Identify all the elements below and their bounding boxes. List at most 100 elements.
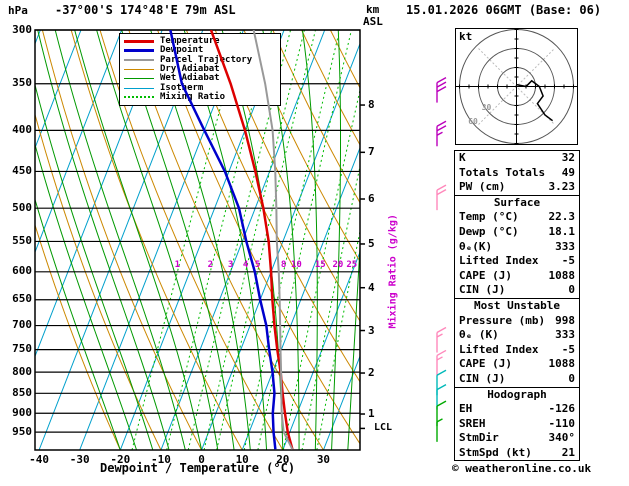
table-row: CIN (J) 0 bbox=[455, 372, 579, 387]
temp-tick-label: 30 bbox=[316, 453, 331, 466]
isotherm-line bbox=[35, 30, 82, 150]
table-row-value: 1088 bbox=[548, 357, 576, 371]
legend-line-sample bbox=[124, 40, 154, 44]
wind-barb-half-feather bbox=[436, 131, 443, 136]
x-axis-label: Dewpoint / Temperature (°C) bbox=[100, 461, 296, 475]
table-row-value: 333 bbox=[555, 328, 575, 342]
legend-line-sample bbox=[124, 78, 154, 80]
wind-barb bbox=[436, 184, 447, 211]
pressure-tick-label: 750 bbox=[12, 342, 32, 356]
mixing-ratio-value-label: 25 bbox=[346, 259, 358, 270]
isotherm-line bbox=[282, 250, 360, 450]
table-row: EH -126 bbox=[455, 402, 579, 417]
table-row-value: -5 bbox=[561, 254, 575, 268]
table-row: PW (cm) 3.23 bbox=[455, 180, 579, 195]
table-row: CIN (J) 0 bbox=[455, 283, 579, 298]
asl-axis-unit: ASL bbox=[363, 15, 383, 28]
km-tick-label: 6 bbox=[368, 192, 375, 205]
isotherm-line bbox=[160, 30, 326, 450]
table-row: Pressure (mb) 998 bbox=[455, 314, 579, 329]
table-section-header: Hodograph bbox=[487, 387, 547, 401]
pressure-tick-label: 400 bbox=[12, 122, 32, 136]
pressure-axis-unit: hPa bbox=[8, 4, 28, 17]
pressure-tick-label: 450 bbox=[12, 163, 32, 177]
pressure-tick-label: 650 bbox=[12, 292, 32, 306]
mixing-ratio-axis-label: Mixing Ratio (g/kg) bbox=[387, 214, 399, 329]
dewpoint-curve bbox=[169, 30, 277, 450]
table-row: Temp (°C) 22.3 bbox=[455, 210, 579, 225]
table-row: CAPE (J) 1088 bbox=[455, 357, 579, 372]
mixing-ratio-value-label: 3 bbox=[227, 259, 234, 270]
wind-barb-feather bbox=[436, 125, 447, 132]
table-row-label: StmDir bbox=[459, 431, 499, 445]
legend-item-label: Mixing Ratio bbox=[160, 91, 226, 102]
table-row: θₑ (K) 333 bbox=[455, 328, 579, 343]
pressure-tick-label: 600 bbox=[12, 264, 32, 278]
table-row-label: CAPE (J) bbox=[459, 357, 512, 371]
table-row-value: -126 bbox=[548, 402, 576, 416]
table-row-label: SREH bbox=[459, 416, 486, 430]
wind-barb bbox=[436, 120, 447, 147]
table-row-label: Pressure (mb) bbox=[459, 313, 546, 327]
wind-barb bbox=[436, 418, 443, 442]
temp-tick-label: 10 bbox=[235, 453, 249, 466]
km-tick-label: 5 bbox=[368, 236, 375, 250]
isotherm-line bbox=[201, 42, 360, 450]
km-tick-label: 7 bbox=[368, 145, 375, 159]
table-row-value: 340° bbox=[548, 431, 576, 445]
hodograph-range-label: 60 bbox=[468, 116, 478, 126]
wind-barb bbox=[436, 369, 447, 396]
table-section: Surface Temp (°C) 22.3 Dewp (°C) 18.1 θₑ(K) 33… bbox=[454, 194, 580, 299]
table-row: Dewp (°C) 18.1 bbox=[455, 225, 579, 240]
wind-barb bbox=[436, 349, 447, 376]
table-row: K 32 bbox=[455, 151, 579, 166]
table-row-value: 22.3 bbox=[548, 210, 576, 224]
legend-line-sample bbox=[124, 69, 154, 71]
pressure-tick-label: 900 bbox=[12, 405, 32, 419]
table-row-value: 0 bbox=[568, 371, 575, 385]
mixing-ratio-value-label: 8 bbox=[280, 259, 287, 270]
wind-barb-feather bbox=[436, 76, 447, 84]
table-row: Totals Totals 49 bbox=[455, 166, 579, 181]
wind-barb-feather bbox=[436, 189, 447, 196]
isotherm-line bbox=[322, 354, 360, 450]
table-row: Lifted Index -5 bbox=[455, 343, 579, 358]
temp-tick-label: -20 bbox=[110, 453, 131, 466]
table-row-label: Lifted Index bbox=[459, 342, 539, 356]
plot-frame bbox=[34, 29, 361, 451]
pressure-tick-label: 350 bbox=[12, 76, 32, 90]
wind-barb-feather bbox=[436, 81, 447, 88]
parcel-trajectory-curve bbox=[252, 30, 294, 450]
legend-item-label: Parcel Trajectory bbox=[160, 54, 253, 65]
legend-item: Wet Adiabat bbox=[124, 74, 276, 83]
table-row-label: K bbox=[459, 151, 466, 164]
legend-item: Isotherm bbox=[124, 83, 276, 92]
hodograph-trace bbox=[516, 79, 554, 122]
station-title: -37°00'S 174°48'E 79m ASL bbox=[55, 3, 236, 17]
legend-item: Temperature bbox=[124, 37, 276, 46]
pressure-tick-label: 500 bbox=[12, 200, 32, 214]
table-row: StmSpd (kt) 21 bbox=[455, 446, 579, 461]
legend-item-label: Temperature bbox=[160, 36, 220, 47]
table-row-value: 1088 bbox=[548, 268, 576, 282]
table-row-label: Temp (°C) bbox=[459, 210, 519, 224]
table-row-value: 3.23 bbox=[548, 180, 576, 194]
km-tick-label: 3 bbox=[368, 323, 375, 337]
dry-adiabat-line bbox=[243, 30, 360, 263]
wind-barb-half-feather bbox=[436, 356, 443, 361]
legend-item: Dewpoint bbox=[124, 46, 276, 55]
table-row-label: CIN (J) bbox=[459, 371, 506, 385]
table-section: Most Unstable Pressure (mb) 998 θₑ (K) 333 Li… bbox=[454, 297, 580, 388]
table-row-value: 998 bbox=[555, 313, 575, 327]
pressure-tick-label: 950 bbox=[12, 424, 32, 438]
km-axis-unit: km bbox=[366, 3, 380, 16]
legend-item: Mixing Ratio bbox=[124, 91, 276, 102]
table-row-value: -5 bbox=[561, 342, 575, 356]
legend-line-sample bbox=[124, 87, 154, 89]
table-row-label: Lifted Index bbox=[459, 254, 539, 268]
isotherm-line bbox=[241, 146, 360, 450]
wind-barb-half-feather bbox=[436, 418, 443, 423]
km-tick-label: 4 bbox=[368, 280, 375, 294]
temp-tick-label: 0 bbox=[198, 453, 205, 466]
